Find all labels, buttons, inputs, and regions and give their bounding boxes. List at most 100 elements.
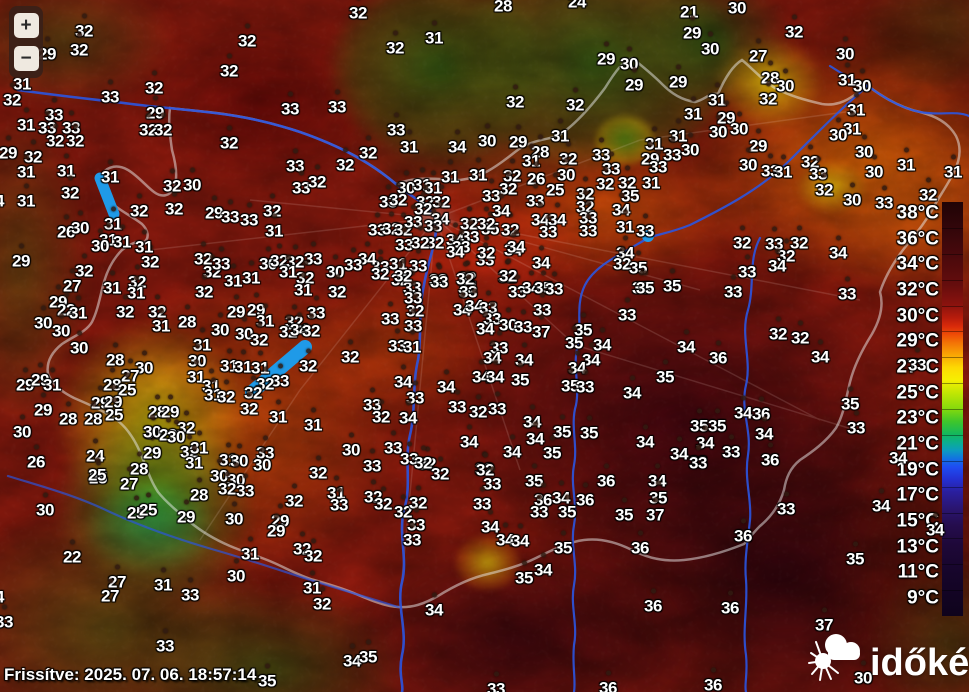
temp-label: 35: [553, 414, 571, 442]
temp-label: 32: [477, 206, 495, 234]
temp-label: 25: [88, 457, 106, 485]
temp-label: 31: [708, 82, 726, 110]
temp-label: 34: [425, 592, 443, 620]
temp-label: 32: [116, 294, 134, 322]
temp-label: 32: [386, 30, 404, 58]
temp-label: 27: [101, 578, 119, 606]
temp-label: 32: [220, 125, 238, 153]
temp-label: 33: [403, 522, 421, 550]
temp-label: 31: [269, 399, 287, 427]
scale-divider: [942, 227, 963, 229]
temp-label: 32: [759, 81, 777, 109]
temp-label: 34: [755, 416, 773, 444]
scale-label: 30°C: [896, 305, 939, 327]
temp-label: 26: [27, 444, 45, 472]
temp-label: 33: [530, 494, 548, 522]
temp-label: 34: [503, 434, 521, 462]
temp-label: 32: [299, 348, 317, 376]
temp-label: 31: [127, 275, 145, 303]
temp-label: 32: [130, 193, 148, 221]
temp-label: 35: [708, 408, 726, 436]
river-tisza: [571, 236, 650, 692]
scale-label: 17°C: [896, 484, 939, 506]
temp-label: 31: [224, 263, 242, 291]
temp-label: 31: [241, 536, 259, 564]
temp-label: 33: [576, 369, 594, 397]
temp-label: 34: [446, 234, 464, 262]
temp-label: 32: [359, 135, 377, 163]
temp-label: 35: [511, 362, 529, 390]
temp-label: 36: [734, 518, 752, 546]
temp-label: 36: [597, 463, 615, 491]
temp-label: 34: [399, 400, 417, 428]
temp-label: 32: [304, 538, 322, 566]
temp-label: 30: [36, 492, 54, 520]
temp-label: 33: [838, 276, 856, 304]
scale-divider: [942, 460, 963, 462]
temp-label: 30: [211, 312, 229, 340]
temp-label: 29: [749, 128, 767, 156]
temp-label: 32: [217, 379, 235, 407]
temp-label: 29: [143, 435, 161, 463]
temp-label: 35: [543, 435, 561, 463]
temp-label: 31: [152, 308, 170, 336]
temp-label: 32: [46, 123, 64, 151]
temp-label: 34: [889, 440, 907, 468]
temp-label: 33: [738, 254, 756, 282]
temp-label: 31: [101, 159, 119, 187]
temp-label: 30: [227, 558, 245, 586]
temp-label: 29: [267, 513, 285, 541]
temp-label: 35: [258, 663, 276, 691]
temp-label: 35: [558, 494, 576, 522]
scale-label: 38°C: [896, 202, 939, 224]
temp-label: 33: [618, 297, 636, 325]
temp-label: 32: [313, 586, 331, 614]
temp-label: 25: [105, 397, 123, 425]
scale-label: 34°C: [896, 253, 939, 275]
temp-label: 33: [448, 389, 466, 417]
temp-label: 33: [539, 214, 557, 242]
temperature-scale-bar: [942, 202, 963, 616]
temp-label: 36: [576, 482, 594, 510]
temp-label: 33: [724, 274, 742, 302]
temp-label: 32: [309, 455, 327, 483]
temp-label: 34: [768, 248, 786, 276]
temp-label: 35: [615, 497, 633, 525]
temp-label: 32: [389, 182, 407, 210]
region-topright-corner: [860, 0, 969, 90]
temp-label: 34: [0, 193, 4, 210]
temp-label: 34: [526, 421, 544, 449]
temp-label: 31: [425, 20, 443, 48]
zoom-in-button[interactable]: +: [13, 13, 39, 38]
temp-label: 30: [52, 313, 70, 341]
temp-label: 30: [225, 501, 243, 529]
zoom-out-button[interactable]: −: [13, 46, 39, 71]
temp-label: 34: [511, 523, 529, 551]
temp-label: 32: [195, 274, 213, 302]
temp-label: 33: [545, 271, 563, 299]
scale-label: 25°C: [896, 382, 939, 404]
scale-label: 9°C: [907, 587, 939, 609]
temp-label: 34: [0, 589, 4, 606]
temp-label: 36: [761, 442, 779, 470]
temp-label: 30: [829, 117, 847, 145]
temp-label: 35: [565, 325, 583, 353]
temp-label: 30: [836, 36, 854, 64]
temp-label: 35: [554, 530, 572, 558]
temp-label: 34: [532, 245, 550, 273]
scale-label: 32°C: [896, 279, 939, 301]
temp-label: 35: [663, 268, 681, 296]
temp-label: 32: [308, 164, 326, 192]
temp-label: 37: [646, 497, 664, 525]
scale-divider: [942, 486, 963, 488]
updated-timestamp: Frissítve: 2025. 07. 06. 18:57:14: [4, 665, 257, 684]
temp-label: 34: [534, 552, 552, 580]
temp-label: 31: [69, 295, 87, 323]
temp-label: 25: [139, 492, 157, 520]
temp-label: 28: [494, 0, 512, 15]
logo-wordmark: időkép: [870, 642, 969, 684]
temp-label: 31: [135, 229, 153, 257]
temp-label: 29: [12, 243, 30, 271]
temp-label: 35: [656, 359, 674, 387]
